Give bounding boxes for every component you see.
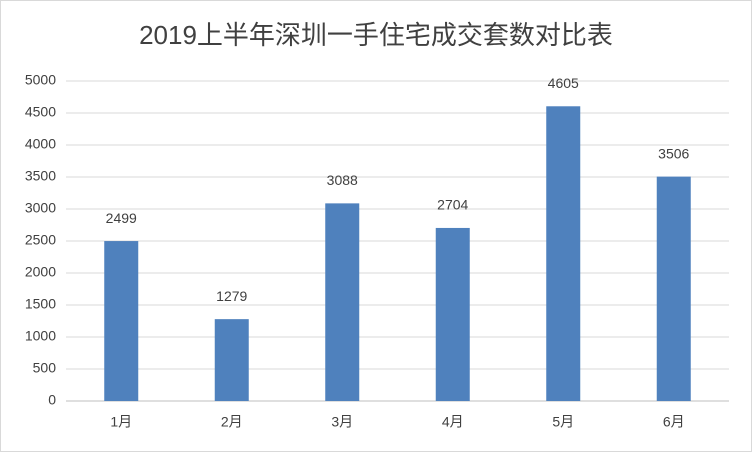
y-tick-label: 1000 [25, 328, 56, 344]
y-tick-label: 3000 [25, 200, 56, 216]
data-label: 1279 [216, 288, 247, 304]
x-tick-label: 4月 [442, 414, 464, 430]
y-tick-label: 2500 [25, 232, 56, 248]
bar [546, 106, 581, 401]
y-tick-label: 500 [33, 360, 57, 376]
x-tick-label: 3月 [331, 414, 353, 430]
x-tick-label: 1月 [110, 414, 132, 430]
data-label: 2499 [106, 210, 137, 226]
x-tick-label: 5月 [552, 414, 574, 430]
data-label: 3506 [658, 145, 689, 161]
bar [325, 203, 360, 401]
y-tick-label: 3500 [25, 168, 56, 184]
data-label: 2704 [437, 197, 468, 213]
bar [656, 176, 691, 401]
bar [214, 319, 249, 401]
y-tick-label: 0 [48, 392, 56, 408]
y-tick-label: 1500 [25, 296, 56, 312]
y-tick-label: 4000 [25, 136, 56, 152]
bar [104, 241, 139, 401]
data-label: 4605 [548, 75, 579, 91]
x-tick-label: 2月 [221, 414, 243, 430]
chart-title: 2019上半年深圳一手住宅成交套数对比表 [139, 20, 613, 50]
bar [435, 227, 470, 401]
y-tick-label: 4500 [25, 104, 56, 120]
y-tick-label: 5000 [25, 72, 56, 88]
y-tick-label: 2000 [25, 264, 56, 280]
x-tick-label: 6月 [663, 414, 685, 430]
data-label: 3088 [327, 172, 358, 188]
